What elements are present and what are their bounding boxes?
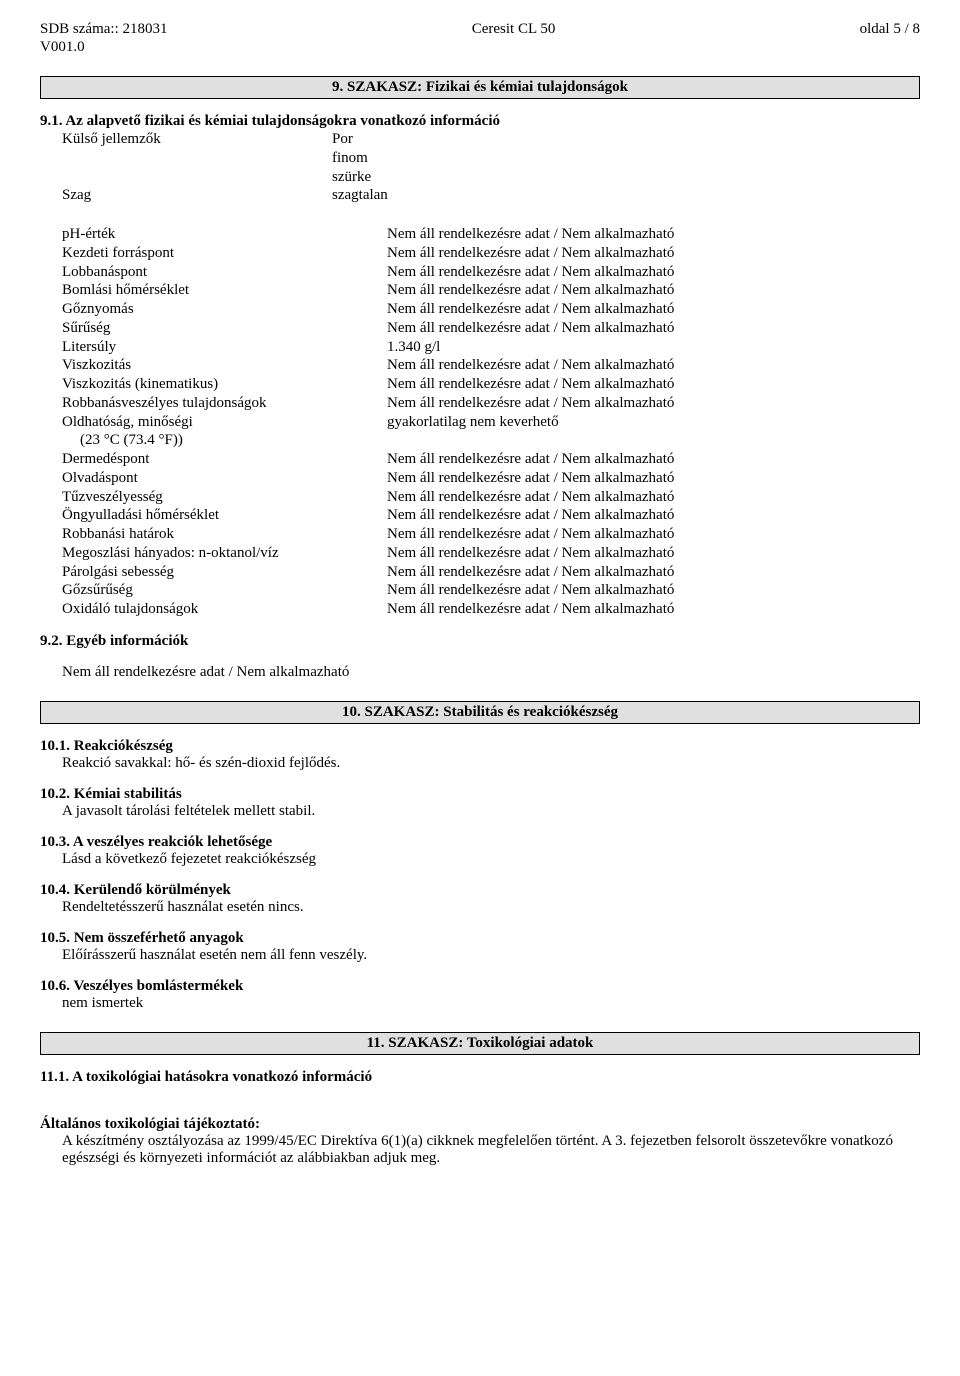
section-10-6-text: nem ismertek [62,995,920,1012]
appearance-value-1: Por [332,130,920,149]
prop-viscosity-val: Nem áll rendelkezésre adat / Nem alkalma… [387,356,920,375]
section-11-1-title: 11.1. A toxikológiai hatásokra vonatkozó… [40,1069,920,1086]
version: V001.0 [40,38,168,56]
prop-decomp: Bomlási hőmérséklet [62,281,387,300]
prop-flammability: Tűzveszélyesség [62,488,387,507]
prop-vapor-density-val: Nem áll rendelkezésre adat / Nem alkalma… [387,581,920,600]
prop-partition: Megoszlási hányados: n-oktanol/víz [62,544,387,563]
section-10-1-text: Reakció savakkal: hő- és szén-dioxid fej… [62,755,920,772]
section-10-5-text: Előírásszerű használat esetén nem áll fe… [62,947,920,964]
prop-evap: Párolgási sebesség [62,563,387,582]
prop-freeze-val: Nem áll rendelkezésre adat / Nem alkalma… [387,450,920,469]
prop-boiling-val: Nem áll rendelkezésre adat / Nem alkalma… [387,244,920,263]
prop-vapor-density: Gőzsűrűség [62,581,387,600]
general-tox-text: A készítmény osztályozása az 1999/45/EC … [62,1133,920,1167]
prop-viscosity-kin-val: Nem áll rendelkezésre adat / Nem alkalma… [387,375,920,394]
prop-autoignition-val: Nem áll rendelkezésre adat / Nem alkalma… [387,506,920,525]
prop-flash-val: Nem áll rendelkezésre adat / Nem alkalma… [387,263,920,282]
header-right: oldal 5 / 8 [860,20,920,56]
general-tox-title: Általános toxikológiai tájékoztató: [40,1116,920,1133]
prop-evap-val: Nem áll rendelkezésre adat / Nem alkalma… [387,563,920,582]
prop-boiling: Kezdeti forráspont [62,244,387,263]
section-10-3-title: 10.3. A veszélyes reakciók lehetősége [40,834,920,851]
section-9-2-text: Nem áll rendelkezésre adat / Nem alkalma… [62,664,920,681]
prop-viscosity-kin: Viszkozitás (kinematikus) [62,375,387,394]
section-9-1-title: 9.1. Az alapvető fizikai és kémiai tulaj… [40,113,920,130]
prop-decomp-val: Nem áll rendelkezésre adat / Nem alkalma… [387,281,920,300]
prop-flash: Lobbanáspont [62,263,387,282]
section-10-2-text: A javasolt tárolási feltételek mellett s… [62,803,920,820]
page-header: SDB száma:: 218031 V001.0 Ceresit CL 50 … [40,20,920,56]
section-10-2-title: 10.2. Kémiai stabilitás [40,786,920,803]
prop-explosion-limits-val: Nem áll rendelkezésre adat / Nem alkalma… [387,525,920,544]
prop-explosive: Robbanásveszélyes tulajdonságok [62,394,387,413]
section-10-5-title: 10.5. Nem összeférhető anyagok [40,930,920,947]
appearance-label: Külső jellemzők [62,130,332,149]
prop-melt-val: Nem áll rendelkezésre adat / Nem alkalma… [387,469,920,488]
prop-vapor-pressure-val: Nem áll rendelkezésre adat / Nem alkalma… [387,300,920,319]
prop-melt: Olvadáspont [62,469,387,488]
header-center: Ceresit CL 50 [472,20,556,56]
prop-oxidizing-val: Nem áll rendelkezésre adat / Nem alkalma… [387,600,920,619]
prop-solubility-cond: (23 °C (73.4 °F)) [62,431,405,450]
prop-freeze: Dermedéspont [62,450,387,469]
section-10-4-text: Rendeltetésszerű használat esetén nincs. [62,899,920,916]
section-9-2-title: 9.2. Egyéb információk [40,633,920,650]
section-10-4-title: 10.4. Kerülendő körülmények [40,882,920,899]
section-10-3-text: Lásd a következő fejezetet reakciókészsé… [62,851,920,868]
odor-value: szagtalan [332,186,920,205]
prop-density-val: Nem áll rendelkezésre adat / Nem alkalma… [387,319,920,338]
prop-bulk-density: Litersúly [62,338,387,357]
prop-bulk-density-val: 1.340 g/l [387,338,920,357]
prop-flammability-val: Nem áll rendelkezésre adat / Nem alkalma… [387,488,920,507]
prop-explosive-val: Nem áll rendelkezésre adat / Nem alkalma… [387,394,920,413]
prop-oxidizing: Oxidáló tulajdonságok [62,600,387,619]
prop-vapor-pressure: Gőznyomás [62,300,387,319]
section-10-1-title: 10.1. Reakciókészség [40,738,920,755]
prop-density: Sűrűség [62,319,387,338]
header-left: SDB száma:: 218031 V001.0 [40,20,168,56]
prop-viscosity: Viszkozitás [62,356,387,375]
prop-explosion-limits: Robbanási határok [62,525,387,544]
section-10-title: 10. SZAKASZ: Stabilitás és reakciókészsé… [40,701,920,724]
prop-ph-val: Nem áll rendelkezésre adat / Nem alkalma… [387,225,920,244]
prop-autoignition: Öngyulladási hőmérséklet [62,506,387,525]
appearance-value-3: szürke [332,168,920,187]
sdb-number: SDB száma:: 218031 [40,20,168,38]
odor-label: Szag [62,186,332,205]
section-10-6-title: 10.6. Veszélyes bomlástermékek [40,978,920,995]
prop-partition-val: Nem áll rendelkezésre adat / Nem alkalma… [387,544,920,563]
prop-solubility: Oldhatóság, minőségi [62,413,387,432]
section-9-title: 9. SZAKASZ: Fizikai és kémiai tulajdonsá… [40,76,920,99]
appearance-value-2: finom [332,149,920,168]
section-11-title: 11. SZAKASZ: Toxikológiai adatok [40,1032,920,1055]
prop-ph: pH-érték [62,225,387,244]
prop-solubility-val: gyakorlatilag nem keverhető [387,413,920,432]
